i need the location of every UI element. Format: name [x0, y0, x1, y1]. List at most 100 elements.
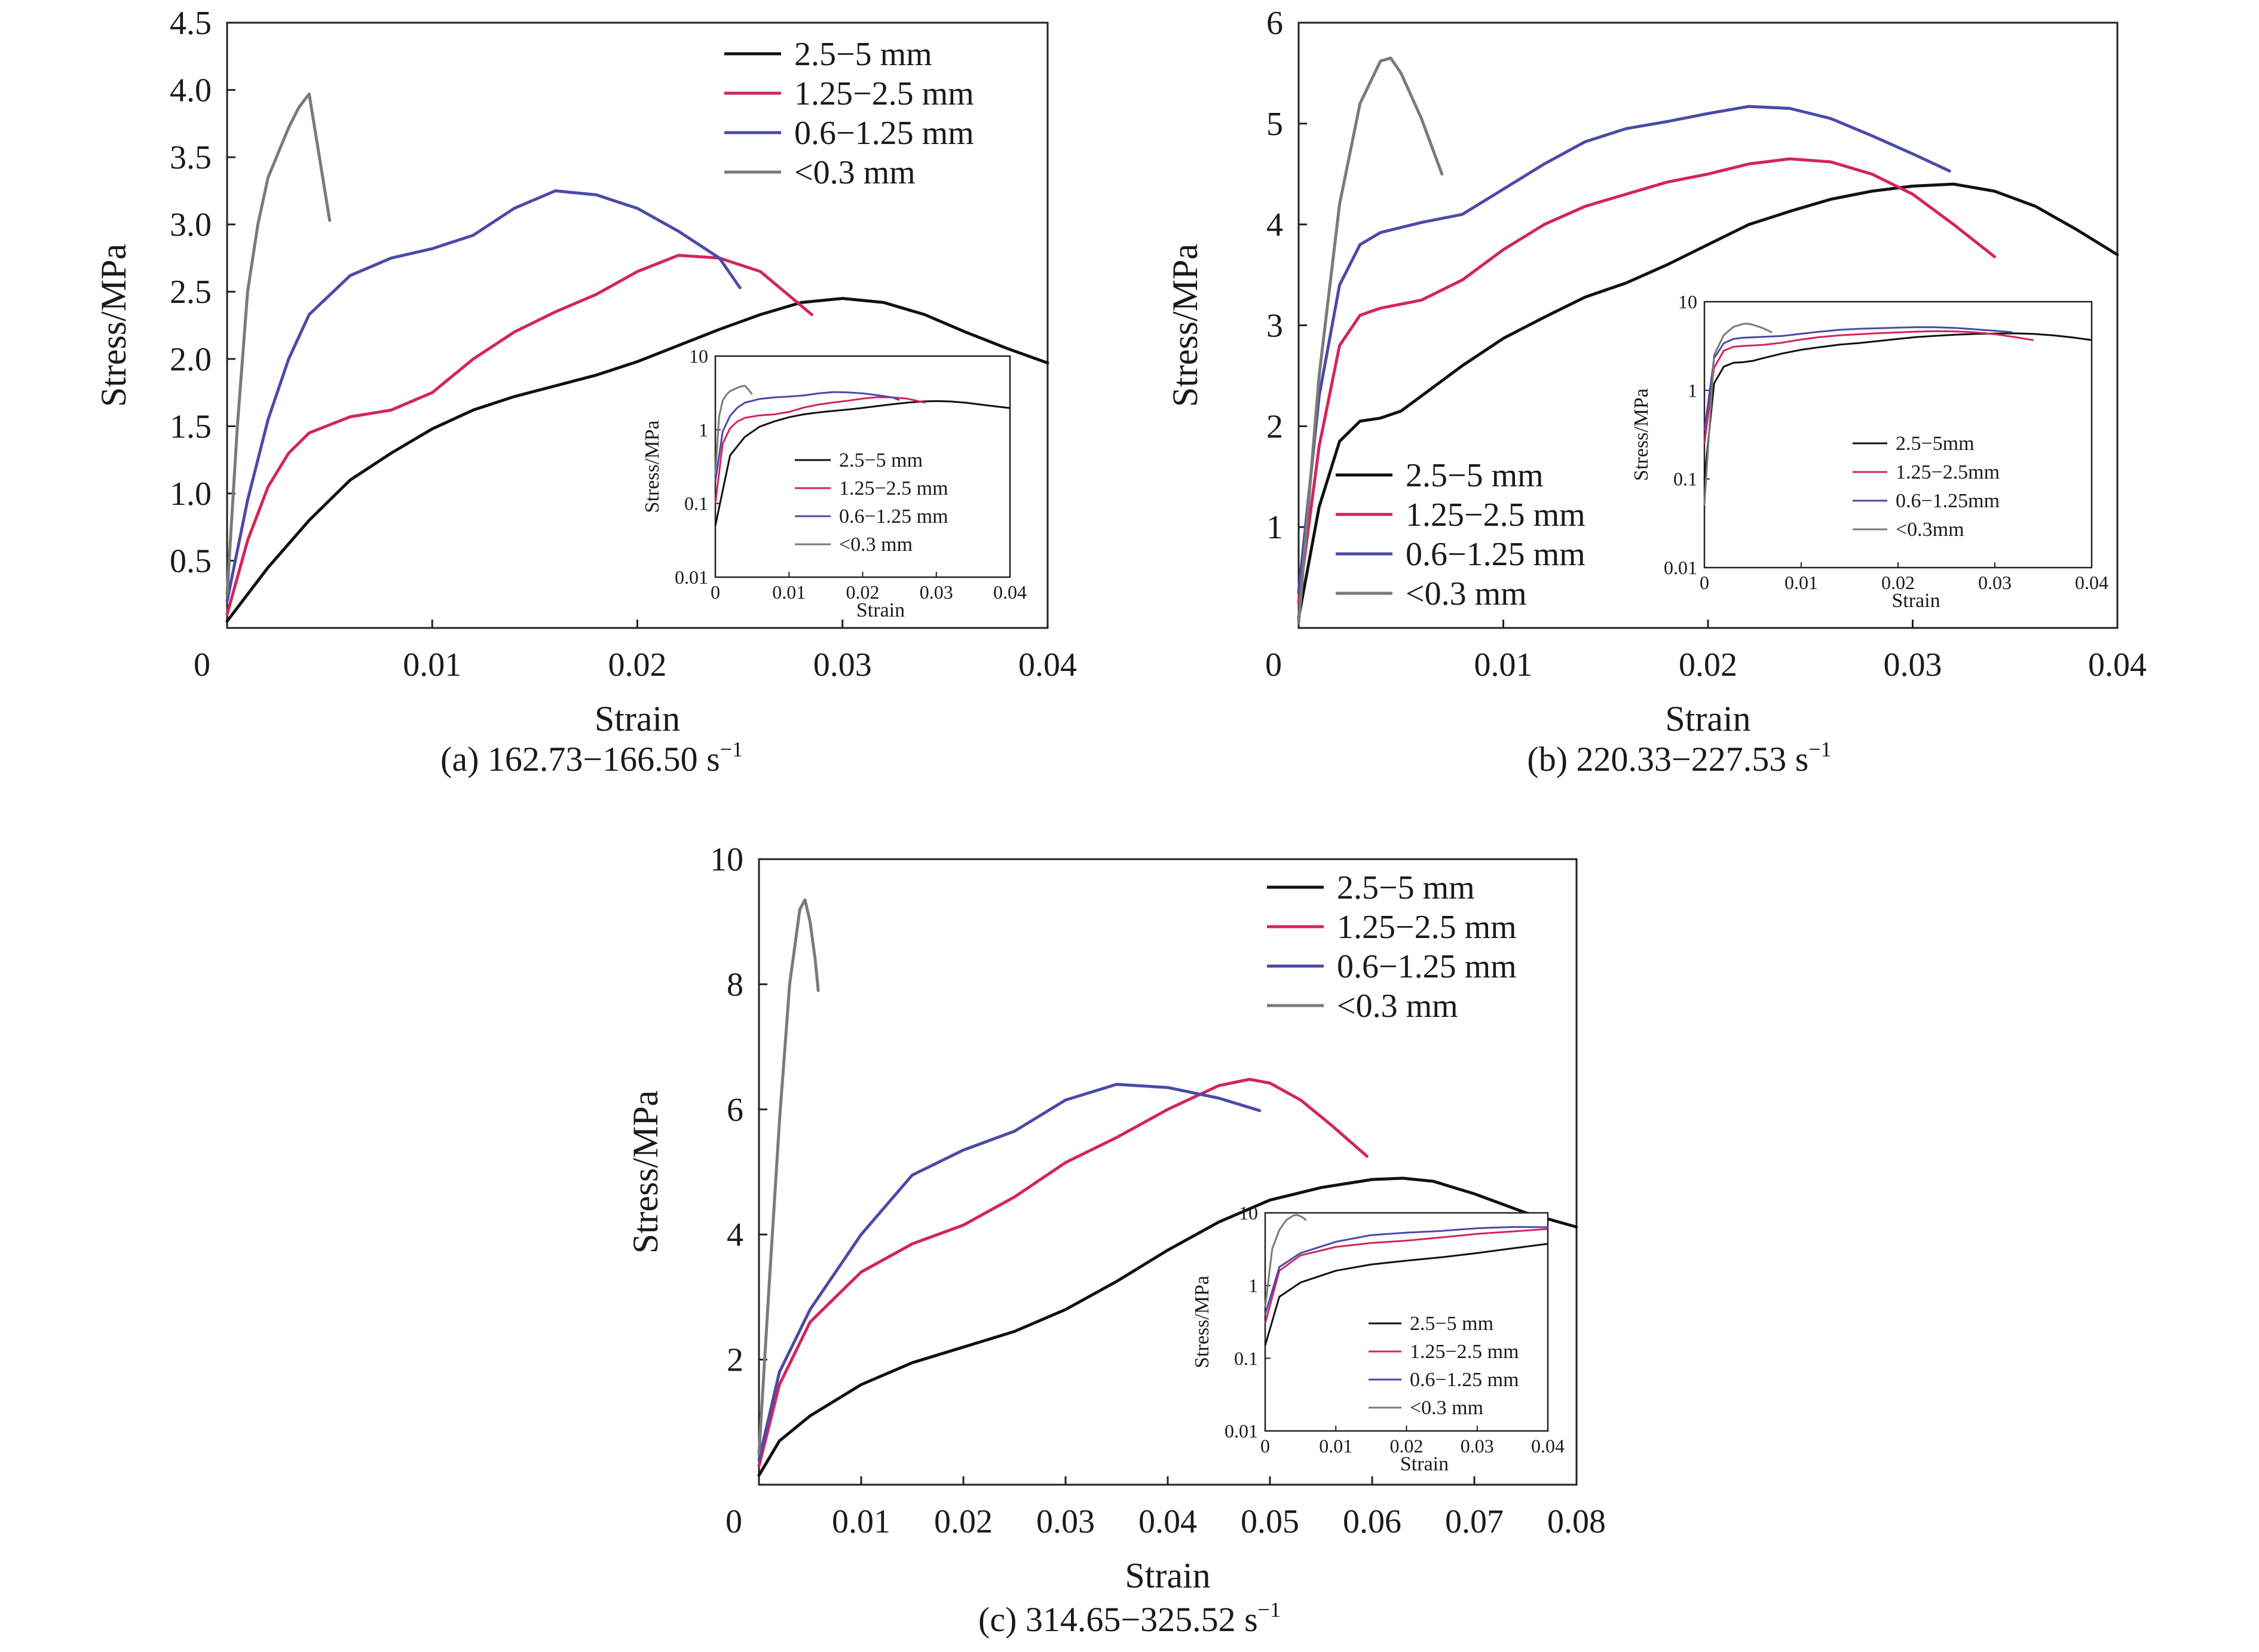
caption-text: (b) 220.33−227.53 s	[1527, 740, 1808, 779]
y-tick-label: 1	[1266, 509, 1283, 546]
legend-label-1: 1.25−2.5 mm	[1337, 909, 1517, 946]
chart-panel-c: 0 0.01 0.02 0.03 0.04 0.05 0.06 0.07 0.08246810S…	[626, 841, 1606, 1639]
inset-x-axis-label: Strain	[1891, 590, 1940, 612]
y-axis-label: Stress/MPa	[1165, 244, 1205, 407]
x-tick-label: 0.08	[1547, 1503, 1606, 1540]
caption-text: (c) 314.65−325.52 s	[978, 1600, 1258, 1639]
chart-panel-a: 0 0.01 0.02 0.03 0.040.51.01.52.02.53.03.54.…	[94, 5, 1077, 779]
inset-legend-label-3: <0.3mm	[1896, 519, 1964, 541]
y-tick-label: 8	[727, 966, 743, 1003]
x-tick-label: 0.03	[1884, 646, 1942, 684]
inset-legend-label-0: 2.5−5mm	[1896, 433, 1975, 455]
caption-text: (a) 162.73−166.50 s	[440, 740, 720, 779]
series-line-3	[1297, 56, 1444, 625]
figure-caption: (b) 220.33−227.53 s−1	[1527, 737, 1831, 779]
inset-x-tick-label: 0.04	[1531, 1435, 1565, 1457]
inset-legend-label-3: <0.3 mm	[1410, 1397, 1483, 1419]
series-line-0	[225, 297, 1049, 623]
y-tick-label: 2.0	[170, 341, 212, 378]
inset-y-tick-label: 0.01	[675, 566, 708, 588]
x-tick-label: 0	[726, 1503, 742, 1540]
caption-superscript: −1	[1258, 1598, 1281, 1622]
series-line-1	[757, 1078, 1369, 1468]
inset-y-tick-label: 10	[1678, 291, 1697, 312]
x-tick-label: 0.02	[608, 646, 667, 684]
y-tick-label: 0.5	[170, 543, 212, 580]
legend-label-0: 2.5−5 mm	[794, 36, 932, 73]
y-tick-label: 2	[727, 1342, 743, 1379]
legend-label-2: 0.6−1.25 mm	[1337, 948, 1517, 985]
inset-legend-label-1: 1.25−2.5mm	[1896, 461, 2000, 483]
inset-series-line-1	[1703, 330, 2034, 444]
inset-y-tick-label: 1	[1248, 1275, 1258, 1297]
figure-caption: (c) 314.65−325.52 s−1	[978, 1598, 1281, 1639]
series-line-2	[225, 189, 742, 603]
inset-series-line-3	[1264, 1214, 1307, 1308]
inset-y-tick-label: 0.01	[1225, 1420, 1258, 1442]
x-tick-label: 0.06	[1343, 1503, 1401, 1540]
legend-label-0: 2.5−5 mm	[1406, 457, 1544, 494]
inset-x-tick-label: 0	[1260, 1435, 1270, 1457]
y-tick-label: 3	[1266, 308, 1283, 345]
y-axis-label: Stress/MPa	[94, 244, 133, 407]
inset-y-axis-label: Stress/MPa	[1191, 1276, 1213, 1368]
x-tick-label: 0.02	[1679, 646, 1737, 684]
legend-label-3: <0.3 mm	[1406, 575, 1527, 612]
inset-legend-label-0: 2.5−5 mm	[839, 449, 923, 471]
inset-frame	[1264, 1212, 1549, 1432]
legend-label-0: 2.5−5 mm	[1337, 869, 1475, 906]
legend-label-3: <0.3 mm	[794, 154, 916, 191]
x-tick-label: 0.01	[403, 646, 461, 684]
inset-legend-label-1: 1.25−2.5 mm	[839, 477, 948, 499]
inset-x-axis-label: Strain	[1400, 1453, 1449, 1475]
series-line-3	[225, 92, 332, 596]
series-line-1	[1297, 157, 1996, 605]
inset-y-axis-label: Stress/MPa	[1630, 388, 1652, 481]
inset-x-tick-label: 0.01	[772, 581, 806, 603]
x-tick-label: 0.02	[934, 1503, 993, 1540]
y-tick-label: 6	[1266, 5, 1283, 42]
y-tick-label: 6	[727, 1092, 743, 1129]
inset-y-tick-label: 1	[699, 419, 708, 440]
inset-y-tick-label: 0.1	[1673, 468, 1697, 490]
caption-superscript: −1	[720, 737, 743, 761]
inset-y-tick-label: 0.1	[1234, 1347, 1258, 1369]
inset-x-tick-label: 0	[1700, 572, 1709, 593]
inset-series-line-1	[1264, 1228, 1548, 1324]
y-tick-label: 3.5	[170, 139, 212, 176]
y-tick-label: 1.0	[170, 476, 212, 513]
x-tick-label: 0	[1265, 646, 1282, 684]
inset-x-tick-label: 0.03	[1978, 572, 2012, 593]
x-tick-label: 0.01	[832, 1503, 890, 1540]
y-tick-label: 1.5	[170, 408, 212, 445]
y-tick-label: 4	[1266, 207, 1283, 244]
y-tick-label: 2	[1266, 408, 1283, 445]
inset-x-tick-label: 0.04	[993, 581, 1027, 603]
series-line-3	[757, 898, 820, 1455]
inset-x-tick-label: 0.02	[1390, 1435, 1424, 1457]
legend-label-2: 0.6−1.25 mm	[794, 115, 974, 152]
x-tick-label: 0.03	[1036, 1503, 1095, 1540]
inset-y-tick-label: 0.01	[1664, 557, 1697, 578]
inset-y-tick-label: 1	[1688, 379, 1697, 401]
x-axis-label: Strain	[1125, 1556, 1210, 1595]
inset-series-line-0	[1703, 332, 2092, 479]
caption-superscript: −1	[1808, 737, 1831, 761]
inset-series-line-3	[1703, 323, 1773, 506]
series-line-0	[757, 1176, 1578, 1477]
legend-label-1: 1.25−2.5 mm	[1406, 496, 1585, 534]
y-tick-label: 10	[710, 841, 743, 878]
x-axis-label: Strain	[1665, 699, 1750, 738]
series-line-2	[1297, 105, 1951, 594]
inset-series-line-0	[714, 400, 1011, 526]
y-tick-label: 4.5	[170, 5, 212, 42]
x-tick-label: 0.04	[2088, 646, 2147, 684]
x-tick-label: 0	[194, 646, 210, 684]
inset-y-tick-label: 10	[689, 345, 708, 367]
inset-legend-label-3: <0.3 mm	[839, 534, 913, 556]
y-tick-label: 2.5	[170, 274, 212, 311]
legend-label-3: <0.3 mm	[1337, 988, 1458, 1025]
y-axis-label: Stress/MPa	[626, 1090, 665, 1253]
inset-legend-label-1: 1.25−2.5 mm	[1410, 1341, 1519, 1363]
